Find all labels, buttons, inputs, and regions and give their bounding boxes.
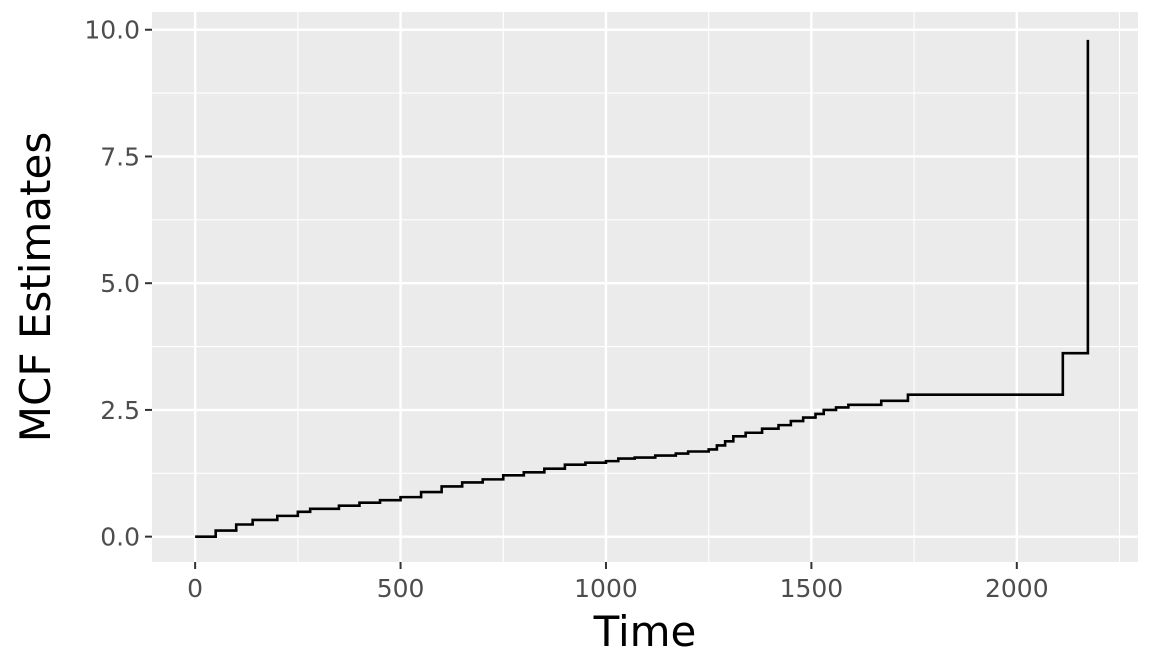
plot-panel: [152, 12, 1138, 562]
mcf-step-line: [195, 39, 1090, 538]
y-tick-label: 10.0: [84, 16, 140, 45]
y-tick-label: 7.5: [100, 142, 140, 171]
x-tick-label: 1000: [574, 574, 638, 603]
y-axis-ticks: 0.0 2.5 5.0 7.5 10.0: [84, 16, 152, 552]
x-axis-title: Time: [593, 607, 697, 656]
y-axis-title: MCF Estimates: [11, 132, 60, 442]
grid-minor: [152, 12, 1138, 562]
y-tick-label: 0.0: [100, 523, 140, 552]
grid-major: [152, 12, 1138, 562]
x-axis-ticks: 0 500 1000 1500 2000: [187, 562, 1049, 603]
y-tick-label: 2.5: [100, 396, 140, 425]
y-tick-label: 5.0: [100, 269, 140, 298]
x-tick-label: 500: [377, 574, 425, 603]
x-tick-label: 0: [187, 574, 203, 603]
x-tick-label: 1500: [780, 574, 844, 603]
x-tick-label: 2000: [985, 574, 1049, 603]
